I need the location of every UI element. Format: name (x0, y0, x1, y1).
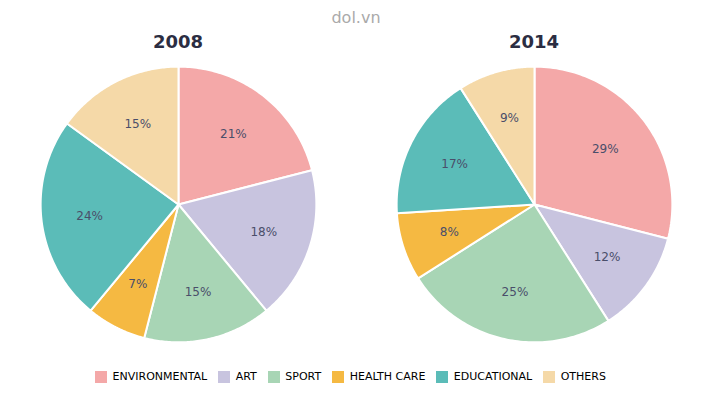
svg-text:18%: 18% (250, 225, 277, 239)
svg-text:8%: 8% (440, 225, 459, 239)
html-text:dol.vn: dol.vn (331, 7, 381, 27)
svg-text:15%: 15% (185, 285, 212, 299)
html-text:2014: 2014 (508, 31, 559, 52)
html-text:ENVIRONMENTAL: ENVIRONMENTAL (112, 370, 208, 383)
svg-text:9%: 9% (500, 111, 519, 125)
html-text:SPORT: SPORT (285, 370, 322, 383)
svg-text:25%: 25% (502, 285, 529, 299)
svg-text:7%: 7% (128, 277, 147, 291)
html-text:EDUCATIONAL: EDUCATIONAL (453, 370, 533, 383)
html-text:2008: 2008 (152, 31, 203, 52)
svg-text:21%: 21% (220, 127, 247, 141)
svg-text:24%: 24% (76, 209, 103, 223)
svg-text:12%: 12% (594, 250, 621, 264)
html-text:OTHERS: OTHERS (560, 370, 606, 383)
svg-text:15%: 15% (124, 117, 151, 131)
html-text:HEALTH CARE: HEALTH CARE (349, 370, 426, 383)
svg-text:17%: 17% (441, 157, 468, 171)
svg-text:29%: 29% (592, 142, 619, 156)
html-text:ART: ART (235, 370, 257, 383)
